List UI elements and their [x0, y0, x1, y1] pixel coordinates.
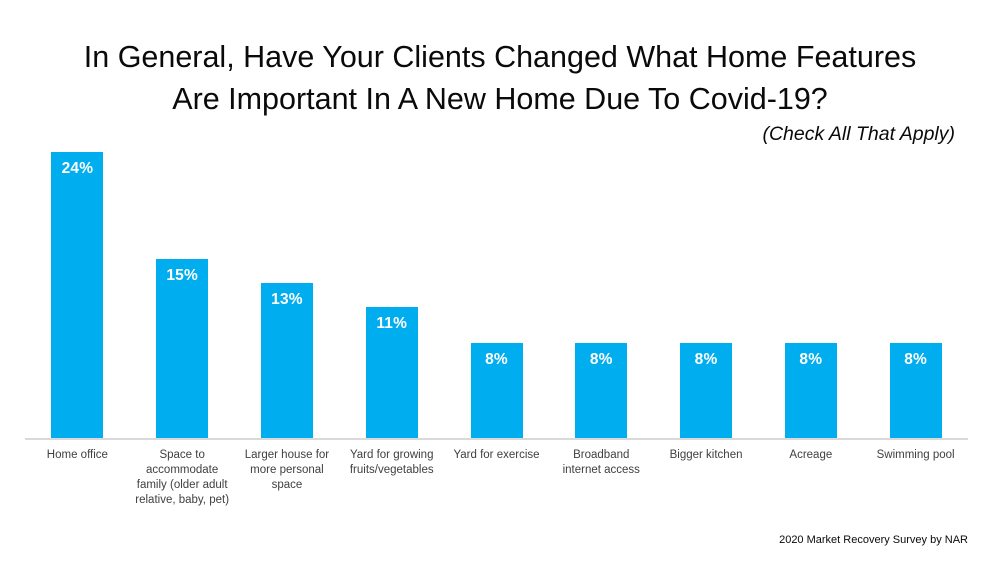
bar-value-label: 13% [271, 291, 303, 309]
source-attribution: 2020 Market Recovery Survey by NAR [779, 534, 968, 546]
bar: 15% [156, 259, 209, 438]
category-label: Larger house for more personal space [244, 449, 330, 491]
chart-title: In General, Have Your Clients Changed Wh… [83, 40, 917, 116]
chart-subtitle: (Check All That Apply) [762, 123, 955, 145]
category-label: Yard for growing fruits/vegetables [349, 449, 434, 476]
category-label: Acreage [789, 449, 833, 461]
category-label: Bigger kitchen [669, 449, 743, 461]
bar: 8% [680, 342, 733, 438]
category-label: Yard for exercise [453, 449, 540, 461]
bar: 8% [470, 342, 523, 438]
bar-value-label: 8% [799, 350, 823, 368]
category-axis-line [25, 438, 968, 440]
bar: 11% [365, 306, 418, 438]
category-label: Swimming pool [876, 449, 955, 461]
category-label: Home office [46, 449, 108, 461]
bar: 13% [260, 283, 313, 438]
bar-value-label: 8% [589, 350, 613, 368]
bar: 24% [51, 151, 104, 438]
bar-value-label: 11% [376, 314, 408, 332]
bar-value-label: 8% [904, 350, 928, 368]
bar-value-label: 8% [485, 350, 508, 368]
bar-value-label: 24% [61, 159, 94, 177]
bar: 8% [889, 342, 942, 438]
bar: 8% [784, 342, 837, 438]
bar-value-label: 15% [166, 267, 198, 285]
category-label: Broadband internet access [562, 449, 640, 476]
bar-value-label: 8% [694, 350, 718, 368]
bar: 8% [575, 342, 628, 438]
category-label: Space to accommodate family (older adult… [135, 449, 230, 506]
